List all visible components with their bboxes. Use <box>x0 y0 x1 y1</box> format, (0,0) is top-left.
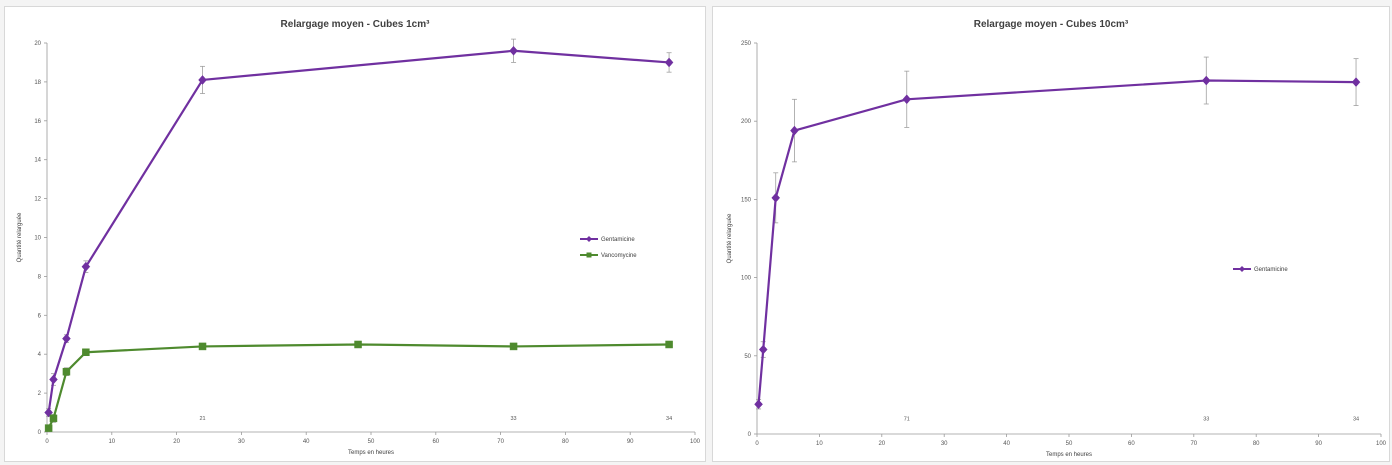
data-point-gentamicine <box>1201 75 1211 86</box>
x-tick-label: 100 <box>690 439 701 445</box>
y-tick-label: 200 <box>741 119 752 125</box>
y-tick-label: 150 <box>741 197 752 203</box>
y-tick-label: 0 <box>748 432 752 438</box>
x-tick-label: 40 <box>303 439 310 445</box>
x-tick-label: 100 <box>1376 441 1387 447</box>
y-axis-label: Quantité relarguée <box>17 212 23 262</box>
data-point-gentamicine <box>509 45 518 56</box>
data-point-gentamicine <box>771 192 781 203</box>
data-annotation: 33 <box>1203 417 1209 423</box>
y-tick-label: 4 <box>38 352 42 358</box>
data-point-vancomycine <box>665 340 673 349</box>
data-point-gentamicine <box>81 261 91 272</box>
data-point-gentamicine <box>62 333 71 344</box>
data-point-gentamicine <box>754 399 763 410</box>
x-tick-label: 60 <box>432 439 439 445</box>
x-tick-label: 80 <box>562 439 569 445</box>
data-point-vancomycine <box>354 340 362 349</box>
y-tick-label: 10 <box>34 236 41 242</box>
data-annotation: 34 <box>666 416 672 422</box>
data-point-gentamicine <box>198 75 207 85</box>
legend-label: Gentamicine <box>1254 267 1288 273</box>
y-tick-label: 250 <box>741 41 752 47</box>
x-tick-label: 80 <box>1253 441 1260 447</box>
chart-svg-cubes-1cm3: Relargage moyen - Cubes 1cm³ 0 2 4 6 8 10 12 14 1… <box>17 19 701 456</box>
data-annotation: 33 <box>510 416 516 422</box>
data-point-vancomycine <box>49 414 58 423</box>
data-point-gentamicine <box>902 94 912 105</box>
y-tick-label: 2 <box>38 391 42 397</box>
chart-title: Relargage moyen - Cubes 1cm³ <box>281 19 431 30</box>
y-tick-label: 100 <box>741 276 752 282</box>
y-tick-label: 12 <box>34 197 41 203</box>
x-tick-label: 0 <box>45 439 49 445</box>
y-tick-label: 8 <box>38 274 42 280</box>
y-tick-label: 0 <box>38 430 42 436</box>
series-line-gentamicine <box>47 49 670 413</box>
x-tick-label: 30 <box>941 441 948 447</box>
y-tick-label: 18 <box>34 80 41 86</box>
x-tick-label: 50 <box>1066 441 1073 447</box>
legend-label: Gentamicine <box>601 237 635 243</box>
y-tick-label: 16 <box>34 119 41 125</box>
x-tick-label: 60 <box>1128 441 1135 447</box>
data-annotation: 21 <box>199 416 205 422</box>
x-tick-label: 40 <box>1003 441 1010 447</box>
data-annotation: 34 <box>1353 417 1359 423</box>
x-tick-label: 90 <box>627 439 634 445</box>
chart-panel-cubes-1cm3: Relargage moyen - Cubes 1cm³ 0 2 4 6 8 10 12 14 1… <box>4 6 706 462</box>
y-axis-label: Quantité relarguée <box>727 213 733 263</box>
legend-swatch-marker <box>1239 266 1245 272</box>
legend-swatch-marker <box>586 236 592 242</box>
data-point-vancomycine <box>62 367 71 376</box>
legend-label: Vancomycine <box>601 253 637 259</box>
x-tick-label: 30 <box>238 439 245 445</box>
series-line-gentamicine <box>757 79 1357 405</box>
series-line-vancomycine <box>47 343 670 429</box>
x-tick-label: 70 <box>1190 441 1197 447</box>
data-point-gentamicine <box>1351 77 1361 87</box>
chart-title: Relargage moyen - Cubes 10cm³ <box>974 19 1129 30</box>
legend-swatch-marker <box>586 252 592 258</box>
chart-panel-cubes-10cm3: Relargage moyen - Cubes 10cm³ 0 50 100 150 20… <box>712 6 1390 462</box>
x-tick-label: 90 <box>1315 441 1322 447</box>
y-tick-label: 50 <box>744 354 751 360</box>
chart-svg-cubes-10cm3: Relargage moyen - Cubes 10cm³05010015020… <box>727 19 1387 458</box>
x-axis-label: Temps en heures <box>348 450 394 456</box>
x-tick-label: 0 <box>755 441 759 447</box>
x-tick-label: 20 <box>173 439 180 445</box>
y-tick-label: 14 <box>34 158 41 164</box>
x-tick-label: 20 <box>878 441 885 447</box>
x-tick-label: 10 <box>108 439 115 445</box>
data-point-gentamicine <box>49 374 58 385</box>
data-annotation: 71 <box>904 417 910 423</box>
x-tick-label: 10 <box>816 441 823 447</box>
x-tick-label: 70 <box>497 439 504 445</box>
x-axis-label: Temps en heures <box>1046 452 1092 458</box>
y-tick-label: 6 <box>38 313 42 319</box>
y-tick-label: 20 <box>34 41 41 47</box>
data-point-vancomycine <box>44 424 53 432</box>
data-point-gentamicine <box>790 125 799 136</box>
data-point-vancomycine <box>82 348 90 357</box>
x-tick-label: 50 <box>368 439 375 445</box>
data-point-gentamicine <box>664 57 674 68</box>
data-point-vancomycine <box>509 342 518 351</box>
data-point-vancomycine <box>198 342 207 351</box>
data-point-gentamicine <box>758 344 768 355</box>
